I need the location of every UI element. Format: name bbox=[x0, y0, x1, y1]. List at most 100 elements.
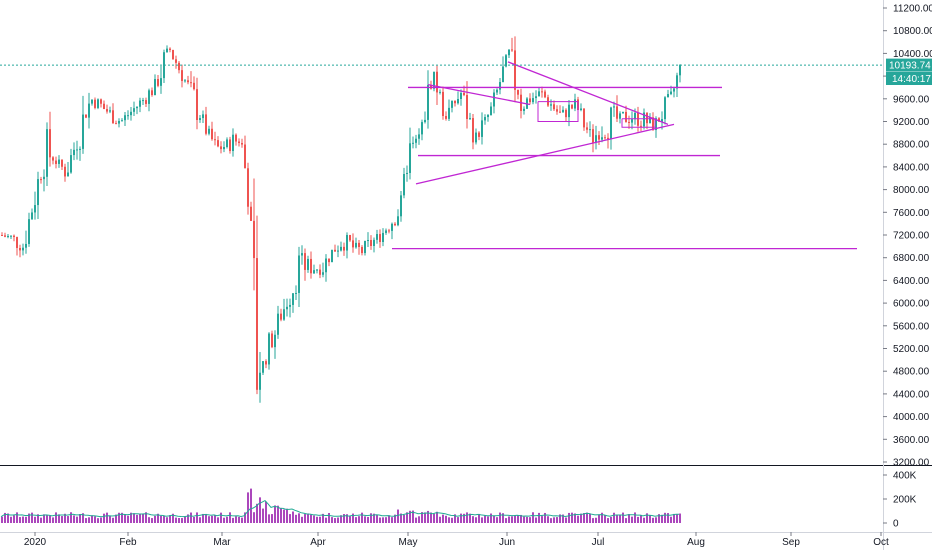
volume-bar bbox=[559, 514, 561, 523]
volume-bar bbox=[34, 516, 36, 523]
candle-body bbox=[334, 249, 336, 252]
candle-body bbox=[601, 137, 603, 140]
candle-body bbox=[343, 246, 345, 251]
candle-body bbox=[10, 235, 12, 237]
candle-body bbox=[436, 71, 438, 93]
volume-bar bbox=[355, 517, 357, 523]
volume-ma-line bbox=[0, 499, 680, 518]
candle-body bbox=[544, 91, 546, 98]
volume-bar bbox=[88, 517, 90, 523]
volume-bar bbox=[454, 514, 456, 523]
candle-body bbox=[205, 114, 207, 134]
price-tick-label: 5600.00 bbox=[893, 321, 930, 332]
volume-bar bbox=[466, 512, 468, 523]
candle-body bbox=[208, 128, 210, 134]
candle-body bbox=[61, 159, 63, 167]
candle-body bbox=[448, 107, 450, 119]
volume-bar bbox=[196, 512, 198, 523]
volume-bar bbox=[124, 514, 126, 523]
volume-bar bbox=[589, 513, 591, 523]
volume-bar bbox=[595, 517, 597, 523]
volume-bar bbox=[340, 515, 342, 523]
price-tick-label: 3200.00 bbox=[893, 458, 930, 469]
candle-body bbox=[556, 109, 558, 112]
candle-body bbox=[190, 82, 192, 84]
volume-bar bbox=[472, 516, 474, 523]
volume-bar bbox=[202, 513, 204, 523]
volume-bar bbox=[457, 517, 459, 523]
candle-body bbox=[112, 110, 114, 124]
candle-body bbox=[52, 157, 54, 161]
volume-bar bbox=[25, 516, 27, 523]
candle-body bbox=[433, 71, 435, 89]
candle-body bbox=[397, 216, 399, 226]
candle-body bbox=[493, 92, 495, 107]
candle-body bbox=[34, 205, 36, 213]
volume-bar bbox=[478, 513, 480, 523]
volume-bar bbox=[304, 514, 306, 523]
candle-body bbox=[487, 114, 489, 118]
price-tick-label: 4400.00 bbox=[893, 389, 930, 400]
volume-bar bbox=[49, 515, 51, 523]
price-tick-label: 9200.00 bbox=[893, 117, 930, 128]
volume-bar bbox=[145, 512, 147, 523]
volume-bar bbox=[424, 512, 426, 523]
candle-body bbox=[457, 98, 459, 104]
candle-body bbox=[43, 176, 45, 180]
candle-body bbox=[277, 313, 279, 335]
volume-bar bbox=[16, 512, 18, 523]
price-tick-label: 9600.00 bbox=[893, 94, 930, 105]
volume-bar bbox=[505, 518, 507, 523]
candle-body bbox=[40, 179, 42, 181]
time-tick-label: Jun bbox=[499, 537, 515, 548]
trendline-drawings[interactable] bbox=[392, 61, 857, 250]
triangle-upper-trendline bbox=[507, 61, 669, 125]
candle-body bbox=[373, 239, 375, 246]
candle-body bbox=[91, 99, 93, 104]
time-axis[interactable]: 2020 Feb Mar Apr May Jun Jul Aug Sep Oct bbox=[24, 532, 889, 548]
volume-bar bbox=[172, 513, 174, 523]
candle-body bbox=[175, 59, 177, 63]
price-tick-label: 6000.00 bbox=[893, 299, 930, 310]
volume-bar bbox=[67, 516, 69, 523]
candle-body bbox=[181, 70, 183, 81]
volume-bar bbox=[199, 517, 201, 523]
volume-bar bbox=[133, 513, 135, 523]
volume-bar bbox=[406, 512, 408, 523]
candle-body bbox=[664, 97, 666, 120]
candle-body bbox=[658, 118, 660, 122]
candle-body bbox=[451, 100, 453, 108]
volume-bar bbox=[301, 516, 303, 523]
volume-bar bbox=[499, 512, 501, 523]
time-tick-label: Apr bbox=[310, 537, 326, 548]
candle-body bbox=[538, 91, 540, 97]
candle-body bbox=[610, 107, 612, 140]
candle-body bbox=[625, 111, 627, 122]
volume-bar bbox=[379, 517, 381, 523]
candle-body bbox=[133, 108, 135, 112]
candle-body bbox=[145, 100, 147, 104]
volume-bar bbox=[526, 516, 528, 523]
candle-body bbox=[613, 106, 615, 108]
candle-body bbox=[247, 168, 249, 207]
candle-body bbox=[583, 108, 585, 128]
candle-body bbox=[427, 85, 429, 120]
candle-body bbox=[361, 246, 363, 254]
volume-bar bbox=[4, 512, 6, 523]
candle-body bbox=[532, 98, 534, 103]
candle-body bbox=[511, 49, 513, 51]
candle-body bbox=[193, 82, 195, 90]
price-axis[interactable]: 11200.0010800.0010400.0010000.009600.009… bbox=[883, 4, 932, 469]
candle-body bbox=[169, 48, 171, 50]
candle-body bbox=[568, 104, 570, 118]
volume-bar bbox=[262, 508, 264, 523]
candle-body bbox=[445, 116, 447, 119]
volume-bar bbox=[661, 514, 663, 523]
volume-bar bbox=[673, 513, 675, 523]
candle-body bbox=[118, 120, 120, 124]
volume-bar bbox=[73, 515, 75, 523]
volume-bar bbox=[235, 516, 237, 523]
volume-bar bbox=[190, 512, 192, 523]
candle-body bbox=[124, 115, 126, 121]
